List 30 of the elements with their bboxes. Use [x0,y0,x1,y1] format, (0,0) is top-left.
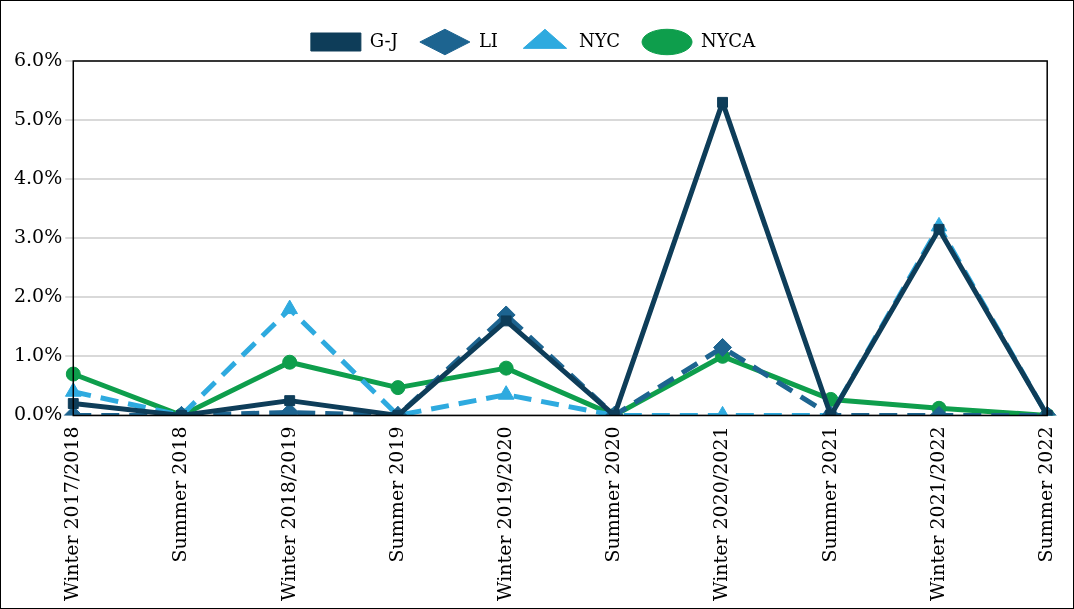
point [282,354,298,370]
legend-label: NYCA [701,29,757,51]
point [498,360,514,376]
x-tick-label: Winter 2020/2021 [709,426,732,602]
y-tick-label: 3.0% [13,225,63,248]
point [281,299,298,315]
x-tick-label: Summer 2018 [168,426,191,563]
point [713,337,733,357]
x-tick-label: Winter 2018/2019 [276,426,299,602]
legend-label: LI [478,29,498,51]
point [65,366,81,382]
y-tick-label: 2.0% [13,284,63,307]
x-tick-label: Summer 2022 [1034,426,1057,563]
point [497,385,515,400]
y-tick-label: 1.0% [13,343,63,366]
x-tick-label: Winter 2017/2018 [60,426,83,602]
legend-label: G-J [369,29,398,51]
x-tick-label: Summer 2021 [817,426,840,563]
x-tick-label: Summer 2020 [601,426,624,563]
y-tick-label: 6.0% [13,47,63,70]
y-tick-label: 0.0% [13,402,63,425]
point [717,96,729,108]
y-tick-label: 5.0% [13,107,63,129]
x-tick-label: Winter 2019/2020 [493,426,516,602]
x-tick-label: Summer 2019 [384,426,407,563]
point [64,382,82,397]
legend-label: NYC [578,29,621,51]
x-tick-label: Winter 2021/2022 [925,426,948,602]
y-tick-label: 4.0% [13,166,63,189]
point [500,315,512,327]
